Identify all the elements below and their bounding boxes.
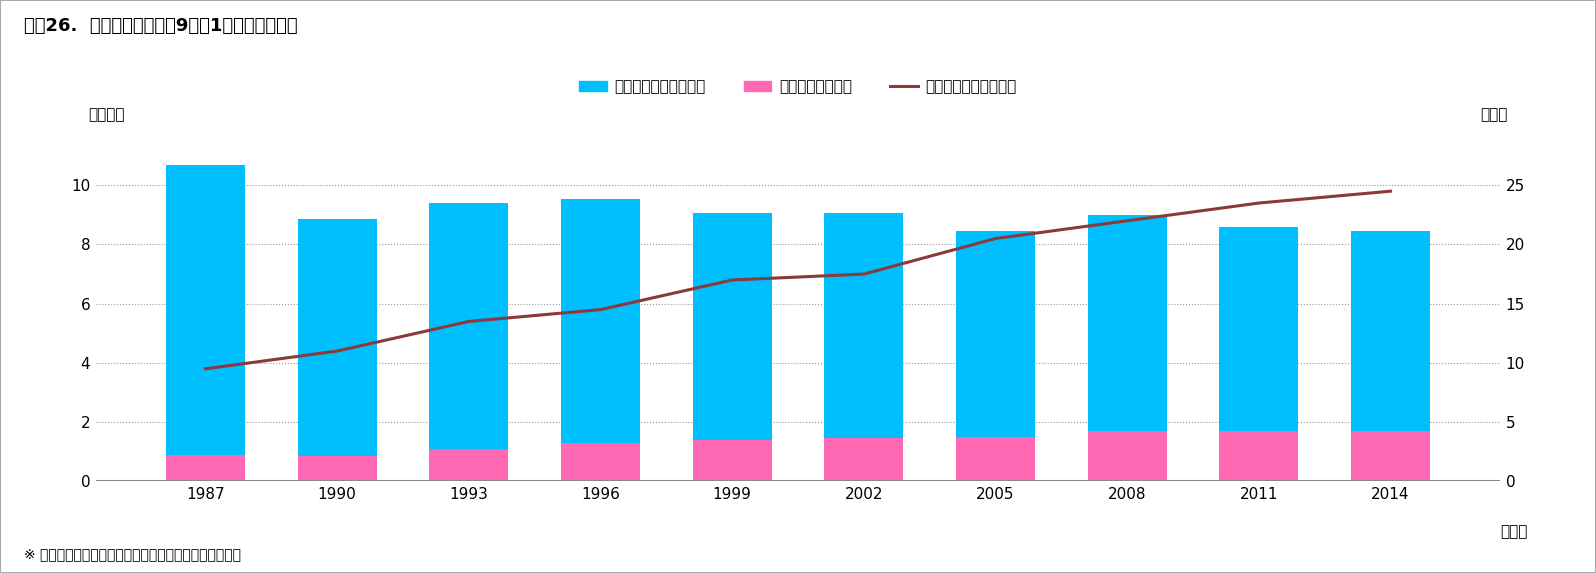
Bar bbox=[824, 213, 903, 438]
Bar bbox=[956, 231, 1034, 437]
Bar bbox=[297, 456, 377, 481]
Bar bbox=[1219, 227, 1298, 431]
Bar bbox=[560, 199, 640, 443]
Text: ※ 「医療施設調査」（厚生労働省）をもとに、筆者作成: ※ 「医療施設調査」（厚生労働省）をもとに、筆者作成 bbox=[24, 548, 241, 562]
Bar bbox=[1219, 431, 1298, 481]
Text: （％）: （％） bbox=[1479, 108, 1507, 123]
Bar bbox=[1350, 231, 1430, 431]
Bar bbox=[693, 213, 771, 440]
Text: 図表26.  帝王切開の推移（9月の1ヵ月間の実施）: 図表26. 帝王切開の推移（9月の1ヵ月間の実施） bbox=[24, 17, 297, 35]
Bar bbox=[166, 455, 244, 481]
Legend: 帝王切開以外（左軸）, 帝王切開（左軸）, 帝王切開割合（右軸）: 帝王切開以外（左軸）, 帝王切開（左軸）, 帝王切開割合（右軸） bbox=[573, 73, 1023, 100]
Text: （万件）: （万件） bbox=[89, 108, 124, 123]
Bar bbox=[693, 440, 771, 481]
Bar bbox=[429, 449, 508, 481]
Bar bbox=[1350, 431, 1430, 481]
Bar bbox=[1087, 215, 1167, 431]
Bar bbox=[956, 437, 1034, 481]
Bar bbox=[429, 203, 508, 449]
Bar bbox=[824, 438, 903, 481]
Bar bbox=[1087, 431, 1167, 481]
Bar bbox=[297, 219, 377, 456]
Bar bbox=[560, 443, 640, 481]
Text: （年）: （年） bbox=[1500, 524, 1527, 539]
Bar bbox=[166, 164, 244, 455]
